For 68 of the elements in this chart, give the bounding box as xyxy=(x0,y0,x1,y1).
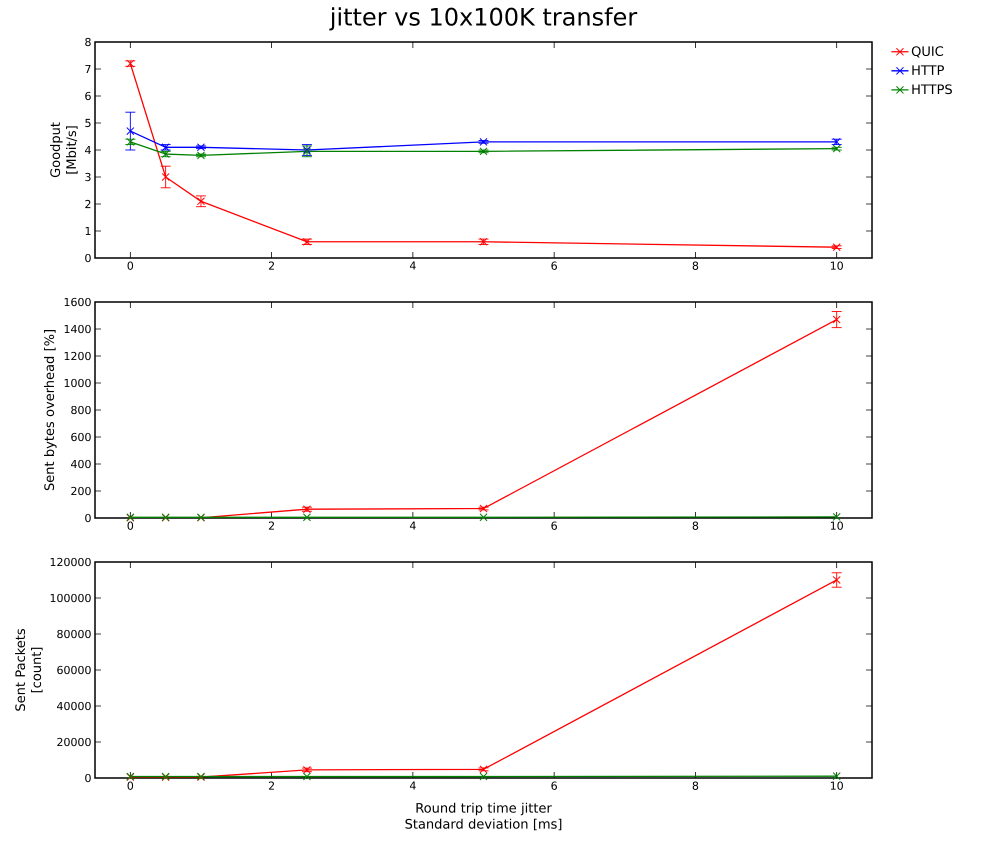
legend-label: HTTPS xyxy=(912,84,952,94)
x-tick-label: 4 xyxy=(410,262,416,270)
y-axis-title: Sent Packets [count] xyxy=(15,629,43,711)
y-tick-label: 20000 xyxy=(57,738,91,746)
y-tick-label: 120000 xyxy=(50,558,91,566)
x-tick-label: 8 xyxy=(692,522,698,530)
x-tick-label: 6 xyxy=(551,782,557,790)
y-tick-label: 600 xyxy=(71,432,91,442)
y-tick-label: 40000 xyxy=(57,702,91,710)
y-tick-label: 1200 xyxy=(64,352,91,360)
point xyxy=(196,143,205,152)
y-tick-label: 0 xyxy=(85,254,91,262)
y-tick-label: 1 xyxy=(86,226,90,235)
y-tick-label: 100000 xyxy=(50,594,91,602)
point xyxy=(302,513,311,522)
point xyxy=(479,138,488,146)
x-tick-label: 2 xyxy=(268,262,274,270)
point xyxy=(479,504,488,513)
y-tick-label: 0 xyxy=(85,514,91,522)
point xyxy=(479,765,488,774)
point xyxy=(479,772,488,781)
point xyxy=(126,127,134,136)
y-tick-label: 1000 xyxy=(64,378,91,388)
y-tick-label: 80000 xyxy=(57,630,91,638)
point xyxy=(832,316,841,324)
y-tick-label: 4 xyxy=(85,146,91,154)
y-tick-label: 1400 xyxy=(64,324,91,334)
point xyxy=(479,513,488,522)
x-tick-label: 8 xyxy=(692,782,698,790)
x-tick-label: 8 xyxy=(692,262,698,270)
x-axis-title: Round trip time jitter Standard deviation [ms] xyxy=(405,802,562,830)
x-tick-label: 2 xyxy=(268,782,274,790)
x-tick-label: 10 xyxy=(830,782,843,790)
point xyxy=(302,766,311,774)
x-tick-label: 4 xyxy=(410,782,416,790)
x-tick-label: 6 xyxy=(551,262,557,270)
point xyxy=(196,151,205,160)
x-tick-label: 2 xyxy=(268,522,274,530)
y-tick-label: 200 xyxy=(71,486,91,496)
chart-title: jitter vs 10x100K transfer xyxy=(329,7,638,30)
y-tick-label: 60000 xyxy=(57,666,91,674)
x-tick-label: 10 xyxy=(830,262,843,270)
point xyxy=(832,512,841,521)
y-axis-title: Goodput [Mbit/s] xyxy=(50,122,78,178)
y-tick-label: 3 xyxy=(85,172,91,182)
y-tick-label: 400 xyxy=(71,460,91,468)
y-tick-label: 2 xyxy=(85,200,90,208)
point xyxy=(832,772,841,780)
point xyxy=(479,147,488,156)
y-tick-label: 5 xyxy=(85,118,91,128)
point xyxy=(162,172,170,182)
y-tick-label: 8 xyxy=(85,38,91,46)
x-tick-label: 4 xyxy=(410,522,416,530)
y-tick-label: 1600 xyxy=(64,298,91,306)
x-tick-label: 10 xyxy=(830,522,843,530)
x-tick-label: 6 xyxy=(551,522,557,530)
point xyxy=(832,576,841,584)
y-axis-title: Sent bytes overhead [%] xyxy=(44,330,57,490)
point xyxy=(832,243,841,252)
y-tick-label: 6 xyxy=(85,92,91,100)
x-tick-label: 0 xyxy=(128,262,134,270)
legend-label: HTTP xyxy=(912,65,944,75)
y-tick-label: 0 xyxy=(85,774,91,782)
x-tick-label: 0 xyxy=(128,782,134,790)
x-tick-label: 0 xyxy=(128,522,134,530)
y-tick-label: 7 xyxy=(85,64,91,73)
legend-label: QUIC xyxy=(912,46,944,58)
y-tick-label: 800 xyxy=(71,406,91,414)
